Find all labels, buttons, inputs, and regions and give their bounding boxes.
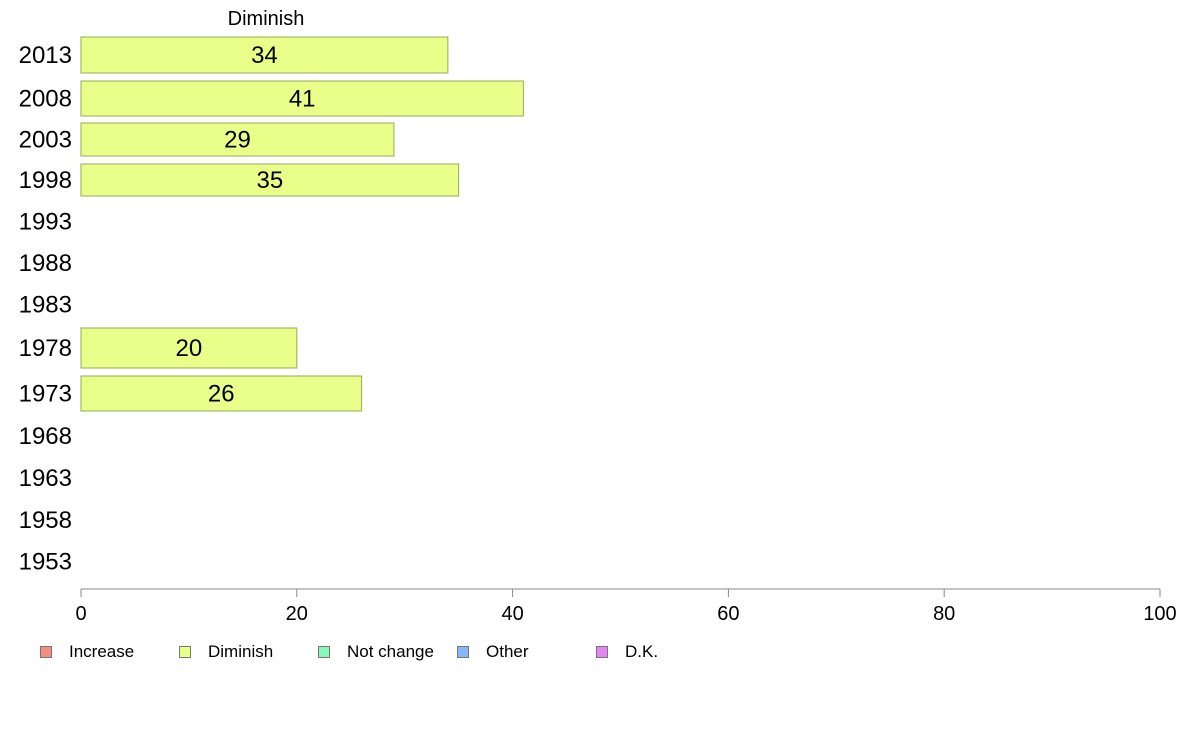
bar-diminish-1978 bbox=[80, 327, 298, 369]
x-tick-label-40: 40 bbox=[501, 603, 523, 625]
data-label-2003: 29 bbox=[224, 127, 251, 154]
x-tick-label-0: 0 bbox=[75, 603, 86, 625]
data-label-2013: 34 bbox=[251, 42, 278, 69]
column-title: Diminish bbox=[228, 8, 305, 30]
category-label-1953: 1953 bbox=[19, 549, 72, 576]
category-label-1973: 1973 bbox=[19, 381, 72, 408]
category-label-1963: 1963 bbox=[19, 465, 72, 492]
data-label-1998: 35 bbox=[256, 167, 283, 194]
category-label-1958: 1958 bbox=[19, 507, 72, 534]
data-label-1978: 20 bbox=[176, 335, 203, 362]
legend-item-other: Other bbox=[457, 641, 529, 663]
bar-diminish-1998 bbox=[80, 163, 460, 197]
legend-swatch bbox=[457, 646, 469, 658]
bar-diminish-2008 bbox=[80, 80, 524, 117]
category-label-1978: 1978 bbox=[19, 335, 72, 362]
legend-swatch bbox=[40, 646, 52, 658]
bar-diminish-2013 bbox=[80, 36, 449, 74]
legend-item-d-k-: D.K. bbox=[596, 641, 658, 663]
legend-item-not-change: Not change bbox=[318, 641, 434, 663]
legend-label: Not change bbox=[347, 642, 434, 661]
legend-item-increase: Increase bbox=[40, 641, 134, 663]
category-label-2013: 2013 bbox=[19, 42, 72, 69]
legend: Increase Diminish Not change Other D.K. bbox=[40, 641, 740, 663]
category-label-1983: 1983 bbox=[19, 292, 72, 319]
category-label-2008: 2008 bbox=[19, 86, 72, 113]
category-label-1993: 1993 bbox=[19, 209, 72, 236]
legend-swatch bbox=[596, 646, 608, 658]
legend-label: Diminish bbox=[208, 642, 274, 661]
legend-swatch bbox=[179, 646, 191, 658]
legend-label: Increase bbox=[69, 642, 135, 661]
x-tick-label-80: 80 bbox=[933, 603, 955, 625]
legend-label: D.K. bbox=[625, 642, 659, 661]
data-label-1973: 26 bbox=[208, 381, 235, 408]
x-tick-label-20: 20 bbox=[286, 603, 308, 625]
x-tick-label-100: 100 bbox=[1143, 603, 1176, 625]
bar-diminish-2003 bbox=[80, 122, 395, 157]
category-label-1998: 1998 bbox=[19, 167, 72, 194]
category-label-1968: 1968 bbox=[19, 423, 72, 450]
legend-item-diminish: Diminish bbox=[179, 641, 273, 663]
x-tick-label-60: 60 bbox=[717, 603, 739, 625]
legend-label: Other bbox=[486, 642, 529, 661]
category-label-2003: 2003 bbox=[19, 127, 72, 154]
data-label-2008: 41 bbox=[289, 86, 316, 113]
category-label-1988: 1988 bbox=[19, 250, 72, 277]
bar-diminish-1973 bbox=[80, 375, 363, 412]
legend-swatch bbox=[318, 646, 330, 658]
